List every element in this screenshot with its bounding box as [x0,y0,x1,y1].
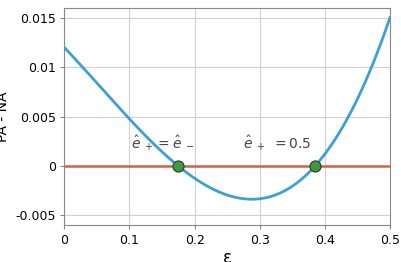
X-axis label: ε: ε [222,249,231,262]
Text: $\hat{e}_{\ +}\ = 0.5$: $\hat{e}_{\ +}\ = 0.5$ [243,133,311,153]
Text: $\hat{e}_{\ +} = \hat{e}_{\ -}$: $\hat{e}_{\ +} = \hat{e}_{\ -}$ [131,133,195,153]
Y-axis label: PA - NA: PA - NA [0,91,10,142]
